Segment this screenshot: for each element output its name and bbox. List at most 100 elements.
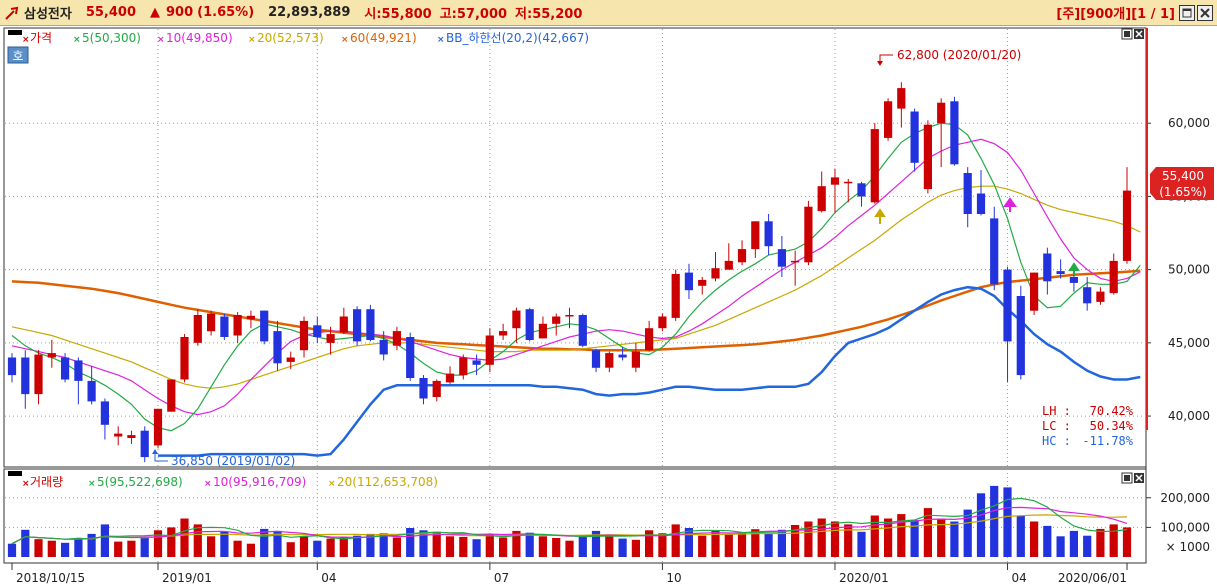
current-price-tag-value: 55,400 [1162, 169, 1204, 183]
candle-body [207, 313, 216, 332]
min-price-label: 36,850 (2019/01/02) [171, 454, 295, 468]
stat-lc-value: 50.34% [1090, 419, 1134, 433]
candle-body [631, 351, 640, 368]
volume-bar [339, 536, 348, 557]
volume-bar [432, 531, 441, 557]
volume-bar [485, 533, 494, 557]
ma5-line [11, 122, 1141, 432]
volume-bar [923, 508, 932, 557]
volume-bar [7, 543, 17, 557]
x-tick-label: 10 [666, 571, 681, 585]
ma60-legend-item: 60(49,921) [350, 31, 417, 45]
candle-body [976, 193, 986, 214]
candle-body [711, 268, 720, 279]
price-tick-label: 45,000 [1168, 336, 1210, 350]
max-annotation: 62,800 (2020/01/20) [877, 48, 1021, 66]
candle-body [963, 173, 972, 214]
price-change-pct: (1.65%) [197, 5, 255, 20]
volume-bar [1043, 525, 1052, 557]
bb-lower-legend-item: BB_하한선(20,2)(42,667) [446, 31, 589, 45]
volume-bar [844, 524, 853, 557]
candle-body [897, 88, 906, 109]
candle-body [445, 373, 455, 383]
candle-body [512, 310, 521, 329]
volume-bar [631, 539, 640, 557]
volume-bar [684, 528, 693, 557]
candle-body [950, 101, 959, 165]
stat-lh-label: LH : [1042, 404, 1071, 418]
candle-body [857, 183, 866, 197]
volume-bar [299, 536, 309, 557]
volume-bar [1109, 524, 1118, 557]
volume-bar [1096, 528, 1105, 557]
candle-body [870, 129, 879, 203]
volume-bar [950, 521, 959, 557]
stats-block: LH : 70.42% LC : 50.34% HC : -11.78% [1042, 404, 1134, 448]
vertical-gridlines [157, 29, 1009, 562]
volume-bar [1122, 527, 1132, 557]
volume-bar [658, 533, 667, 557]
volume-bar [313, 540, 322, 557]
candle-body [884, 101, 893, 138]
x-tick-label: 2020/01 [839, 571, 889, 585]
period-setting-label[interactable]: [주][900개][1 / 1] [1056, 7, 1175, 22]
volume-bar [153, 530, 163, 557]
candle-body [1109, 260, 1118, 294]
volume-bar [246, 543, 255, 557]
candle-body [472, 360, 481, 365]
hoga-button-label: 호 [12, 49, 23, 63]
volume-bar [273, 530, 282, 557]
price-pane-controls[interactable] [1121, 28, 1144, 40]
low-price: 저:55,200 [515, 7, 583, 22]
trade-volume: 22,893,889 [268, 5, 351, 20]
volume-bar [1016, 515, 1025, 557]
high-price: 고:57,000 [439, 7, 508, 22]
volume-tick-label: 100,000 [1160, 520, 1210, 534]
volume-bar [233, 540, 242, 557]
current-price: 55,400 [85, 5, 137, 20]
candle-body [260, 310, 269, 342]
candle-body [830, 177, 840, 185]
candle-body [100, 401, 109, 425]
stat-lc-label: LC : [1042, 419, 1071, 433]
signal-arrows [874, 197, 1080, 275]
candle-body [286, 357, 295, 362]
candle-body [499, 331, 508, 336]
volume-pane-controls[interactable] [1121, 472, 1144, 484]
volume-bar [392, 537, 401, 557]
volume-bar [61, 542, 70, 557]
volume-unit-label: × 1000 [1166, 540, 1210, 554]
candle-body [565, 315, 574, 317]
legend-x-icon: × [22, 479, 30, 489]
volume-bar [87, 533, 96, 557]
volume-bar [884, 518, 893, 557]
price-legend-item: 가격 [30, 31, 52, 45]
volume-bar [830, 521, 840, 557]
chart-app-icon [4, 5, 20, 21]
candle-body [937, 102, 946, 124]
close-window-button[interactable] [1197, 4, 1213, 21]
restore-window-button[interactable] [1179, 4, 1195, 21]
volume-ma10-line [11, 506, 1128, 545]
candle-body [193, 315, 202, 343]
candle-body [1083, 287, 1092, 304]
hoga-button[interactable]: 호 [7, 46, 29, 64]
volume-bars [7, 485, 1132, 558]
candle-body [591, 350, 601, 368]
candle-body [1030, 272, 1039, 311]
candle-body [1096, 291, 1105, 302]
volume-bar [538, 536, 547, 557]
candle-body [419, 378, 428, 399]
candle-body [1056, 271, 1065, 274]
volume-bar [512, 530, 521, 557]
legend-x-icon: × [328, 479, 336, 489]
legend-x-icon: × [157, 35, 165, 45]
volume-bar [193, 524, 202, 557]
volume-legend: 거래량 5(95,522,698) 10(95,916,709) 20(112,… [8, 471, 438, 489]
volume-bar [74, 538, 83, 557]
x-tick-label: 2018/10/15 [16, 571, 85, 585]
volume-ma-lines [11, 497, 1128, 545]
x-tick-label: 2020/06/01 [1058, 571, 1127, 585]
candle-body [127, 435, 136, 438]
candle-body [326, 334, 335, 343]
